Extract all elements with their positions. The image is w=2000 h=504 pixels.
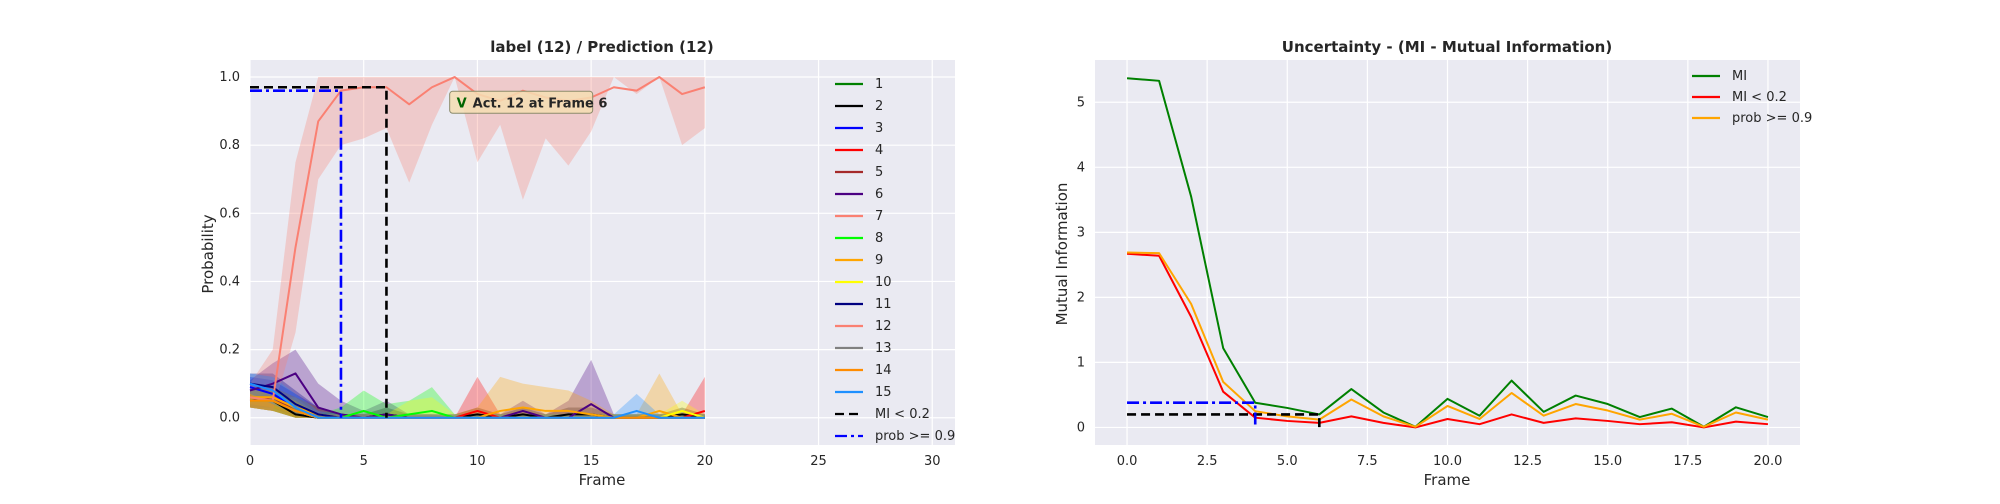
legend-label: MI < 0.2: [1732, 90, 1787, 105]
x-tick-label: 30: [924, 454, 941, 469]
y-tick-label: 0: [1077, 420, 1085, 435]
y-tick-label: 5: [1077, 95, 1085, 110]
legend-label: prob >= 0.9: [1732, 111, 1812, 126]
annotation: V Act. 12 at Frame 6: [449, 90, 608, 114]
x-tick-label: 25: [810, 454, 827, 469]
marker-line: [250, 85, 388, 418]
legend-label: 7: [875, 209, 883, 224]
annotation-text: Act. 12 at Frame 6: [473, 96, 608, 111]
annotation-box: [449, 90, 594, 114]
y-tick-label: 0.8: [219, 138, 240, 153]
x-tick-label: 10.0: [1433, 454, 1462, 469]
y-tick-label: 4: [1077, 160, 1085, 175]
y-tick-labels: 0.0 0.2 0.4 0.6 0.8 1.0: [219, 70, 240, 426]
series-band-4: [250, 376, 705, 418]
threshold-markers: [250, 85, 388, 418]
chart-title: label (12) / Prediction (12): [490, 38, 713, 56]
legend-label: 8: [875, 231, 883, 246]
annotation-symbol: V: [457, 96, 467, 111]
series-line-MI < 0.2: [1126, 252, 1769, 429]
x-tick-label: 0.0: [1117, 454, 1138, 469]
legend-label: 14: [875, 363, 892, 378]
legend-label: prob >= 0.9: [875, 429, 955, 444]
series-band-9: [250, 373, 705, 418]
legend-label: MI < 0.2: [875, 407, 930, 422]
legend-label: 4: [875, 143, 883, 158]
y-tick-label: 0.0: [219, 411, 240, 426]
legend: MI MI < 0.2 prob >= 0.9: [1692, 69, 1812, 126]
legend-label: 11: [875, 297, 892, 312]
x-tick-label: 12.5: [1513, 454, 1542, 469]
y-tick-label: 3: [1077, 225, 1085, 240]
series-line-MI: [1126, 77, 1769, 428]
legend-label: 5: [875, 165, 883, 180]
threshold-markers: [1127, 401, 1321, 428]
plot-area: [250, 60, 955, 445]
legend-label: 3: [875, 121, 883, 136]
y-axis-label: Probability: [199, 214, 217, 293]
legend-label: 15: [875, 385, 892, 400]
legend-label: 1: [875, 77, 883, 92]
x-tick-labels: 0.0 2.5 5.0 7.5 10.0 12.5 15.0 17.5 20.0: [1117, 454, 1783, 469]
marker-line: [250, 89, 343, 418]
x-axis-label: Frame: [1424, 471, 1471, 489]
x-tick-label: 17.5: [1673, 454, 1702, 469]
x-tick-label: 10: [469, 454, 486, 469]
x-tick-label: 15: [583, 454, 600, 469]
series-band-6: [250, 349, 705, 418]
y-tick-labels: 0 1 2 3 4 5: [1077, 95, 1085, 435]
y-tick-label: 0.4: [219, 274, 240, 289]
legend-label: MI: [1732, 69, 1747, 84]
marker-line: [1127, 413, 1321, 428]
x-tick-label: 15.0: [1593, 454, 1622, 469]
mutual-information-chart: 0.0 2.5 5.0 7.5 10.0 12.5 15.0 17.5 20.0 012345 …: [1053, 38, 1812, 489]
legend-label: 10: [875, 275, 892, 290]
x-tick-labels: 0 5 10 15 20 25 30: [246, 454, 941, 469]
probability-chart: 0 5 10 15 20 25 30 0.00.20.40.60.81.0 V Act. 12…: [199, 38, 955, 489]
x-tick-label: 0: [246, 454, 254, 469]
x-tick-label: 20: [697, 454, 714, 469]
series-line-prob >= 0.9: [1127, 251, 1769, 428]
legend-label: 6: [875, 187, 883, 202]
legend-label: 13: [875, 341, 892, 356]
marker-line: [1127, 401, 1257, 428]
legend-label: 9: [875, 253, 883, 268]
series-lines: [1126, 77, 1769, 429]
y-tick-label: 2: [1077, 290, 1085, 305]
series-line-15: [249, 382, 705, 419]
y-axis-label: Mutual Information: [1053, 183, 1071, 326]
x-axis-label: Frame: [579, 471, 626, 489]
x-tick-label: 20.0: [1753, 454, 1782, 469]
y-tick-label: 0.6: [219, 206, 240, 221]
y-tick-label: 1: [1077, 355, 1085, 370]
legend-label: 12: [875, 319, 892, 334]
legend-label: 2: [875, 99, 883, 114]
chart-title: Uncertainty - (MI - Mutual Information): [1282, 38, 1612, 56]
y-tick-label: 0.2: [219, 343, 240, 358]
series-band-12: [250, 77, 705, 411]
series-band-2: [250, 390, 705, 418]
y-tick-label: 1.0: [219, 70, 240, 85]
x-tick-label: 7.5: [1357, 454, 1378, 469]
x-tick-label: 2.5: [1197, 454, 1218, 469]
x-tick-label: 5: [360, 454, 368, 469]
x-tick-label: 5.0: [1277, 454, 1298, 469]
